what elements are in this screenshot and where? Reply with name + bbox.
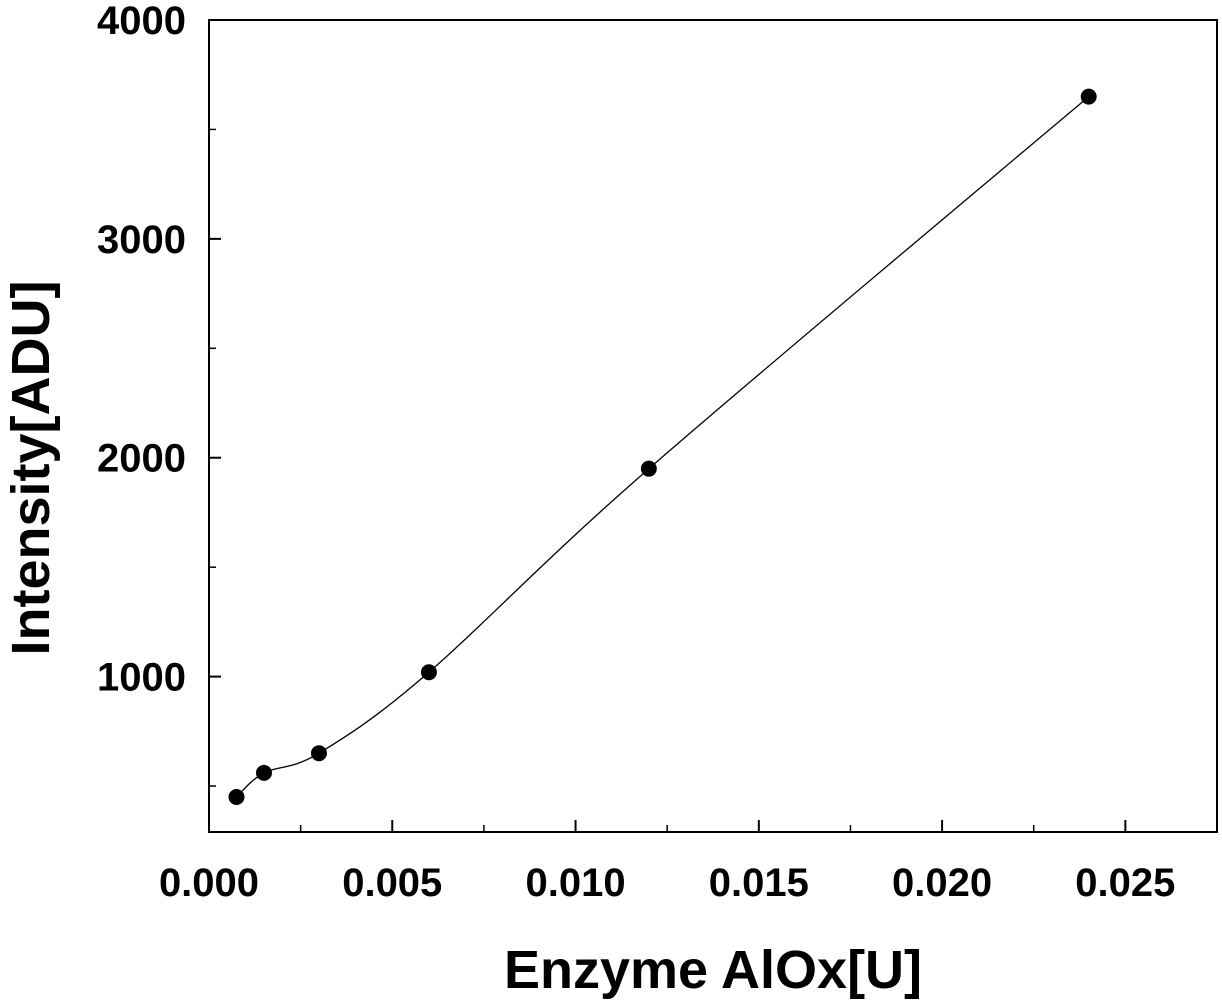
x-tick-label: 0.015 — [709, 861, 809, 905]
data-point — [310, 745, 327, 762]
y-tick-label: 3000 — [97, 218, 186, 262]
data-point — [1080, 88, 1097, 105]
y-tick-label: 4000 — [97, 0, 186, 43]
y-axis: 1000 2000 3000 4000 — [97, 0, 221, 787]
data-points — [228, 88, 1097, 805]
plot-frame — [208, 19, 1218, 833]
x-axis: 0.000 0.005 0.010 0.015 0.020 0.025 — [159, 820, 1175, 905]
series-line — [236, 96, 1090, 798]
data-point — [255, 764, 272, 781]
y-tick-label: 2000 — [97, 437, 186, 481]
x-tick-label: 0.005 — [342, 861, 442, 905]
x-tick-label: 0.000 — [159, 861, 259, 905]
y-tick-label: 1000 — [97, 656, 186, 700]
x-tick-label: 0.010 — [525, 861, 625, 905]
y-axis-title: Intensity[ADU] — [1, 281, 61, 656]
x-axis-title: Enzyme AlOx[U] — [504, 940, 922, 1000]
data-point — [640, 460, 657, 477]
data-point — [420, 664, 437, 681]
x-tick-label: 0.025 — [1075, 861, 1175, 905]
x-tick-label: 0.020 — [892, 861, 992, 905]
data-point — [228, 788, 245, 805]
